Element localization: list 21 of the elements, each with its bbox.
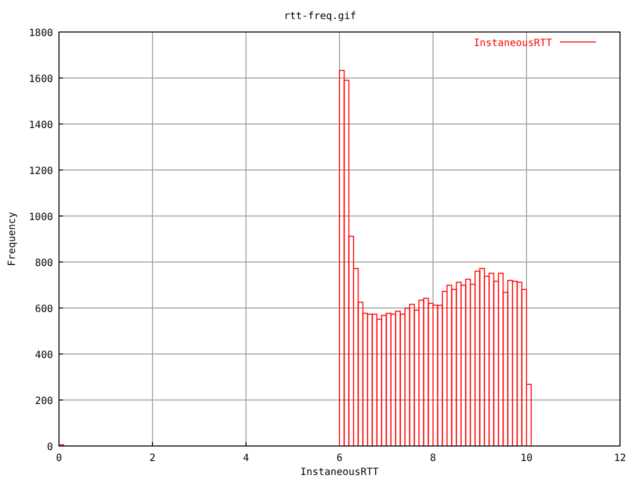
y-tick-label: 1600 bbox=[28, 74, 53, 85]
y-tick-label: 1200 bbox=[28, 166, 53, 177]
x-tick-label: 12 bbox=[614, 453, 626, 464]
y-axis-title: Frequency bbox=[7, 212, 18, 266]
x-tick-label: 10 bbox=[520, 453, 533, 464]
x-tick-label: 8 bbox=[430, 453, 436, 464]
chart-title: rtt-freq.gif bbox=[284, 11, 356, 22]
x-tick-label: 4 bbox=[242, 453, 250, 464]
y-tick-label: 200 bbox=[34, 396, 53, 407]
y-tick-label: 1000 bbox=[28, 212, 53, 223]
y-tick-label: 1800 bbox=[28, 28, 53, 39]
y-tick-label: 0 bbox=[46, 442, 53, 453]
y-tick-label: 600 bbox=[34, 304, 53, 315]
legend-label: InstaneousRTT bbox=[474, 38, 552, 49]
y-tick-label: 800 bbox=[34, 258, 53, 269]
x-axis-title: InstaneousRTT bbox=[300, 467, 379, 478]
x-tick-label: 0 bbox=[56, 453, 62, 464]
y-tick-label: 1400 bbox=[28, 120, 53, 131]
x-tick-label: 2 bbox=[149, 453, 156, 464]
x-tick-label: 6 bbox=[336, 453, 343, 464]
y-tick-label: 400 bbox=[34, 350, 53, 361]
